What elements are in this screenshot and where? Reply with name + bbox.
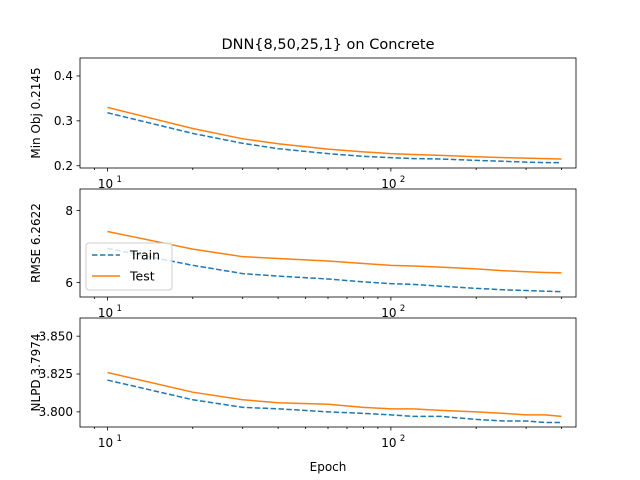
x-tick-label: 10 [98, 436, 113, 450]
series-line-test [107, 106, 562, 160]
axes-frame [79, 57, 577, 169]
x-tick-exponent: 1 [116, 175, 121, 185]
series-line-train [107, 247, 562, 293]
x-tick-exponent: 1 [116, 434, 121, 444]
y-tick-label: 8 [65, 204, 73, 218]
x-tick-label: 10 [98, 177, 113, 191]
y-tick-label: 3.825 [39, 367, 73, 381]
series-line-train [107, 379, 562, 424]
axes-frame [79, 317, 577, 428]
y-axis-label: RMSE 6.2622 [29, 203, 43, 283]
y-axis-label: NLPD 3.7974 [29, 334, 43, 412]
y-tick-label: 0.2 [54, 159, 73, 173]
series-line-train [107, 112, 562, 164]
x-tick-label: 10 [381, 436, 396, 450]
legend-label-test: Test [129, 269, 155, 284]
x-tick-exponent: 2 [400, 434, 405, 444]
x-tick-label: 10 [381, 306, 396, 320]
legend-label-train: Train [129, 248, 160, 263]
series-line-test [107, 371, 562, 418]
y-tick-label: 3.850 [39, 329, 73, 343]
x-tick-exponent: 2 [400, 304, 405, 314]
series-line-test [107, 230, 562, 274]
legend-box [85, 242, 173, 291]
y-tick-label: 3.800 [39, 405, 73, 419]
legend: Train Test [85, 242, 173, 291]
x-tick-exponent: 2 [400, 175, 405, 185]
chart-title: DNN{8,50,25,1} on Concrete [221, 37, 434, 53]
x-axis-label: Epoch [310, 460, 347, 474]
y-tick-label: 0.4 [54, 69, 73, 83]
y-tick-label: 6 [65, 276, 73, 290]
x-tick-label: 10 [98, 306, 113, 320]
y-tick-label: 0.3 [54, 114, 73, 128]
x-tick-label: 10 [381, 177, 396, 191]
y-axis-label: Min Obj 0.2145 [29, 67, 43, 158]
x-tick-exponent: 1 [116, 304, 121, 314]
